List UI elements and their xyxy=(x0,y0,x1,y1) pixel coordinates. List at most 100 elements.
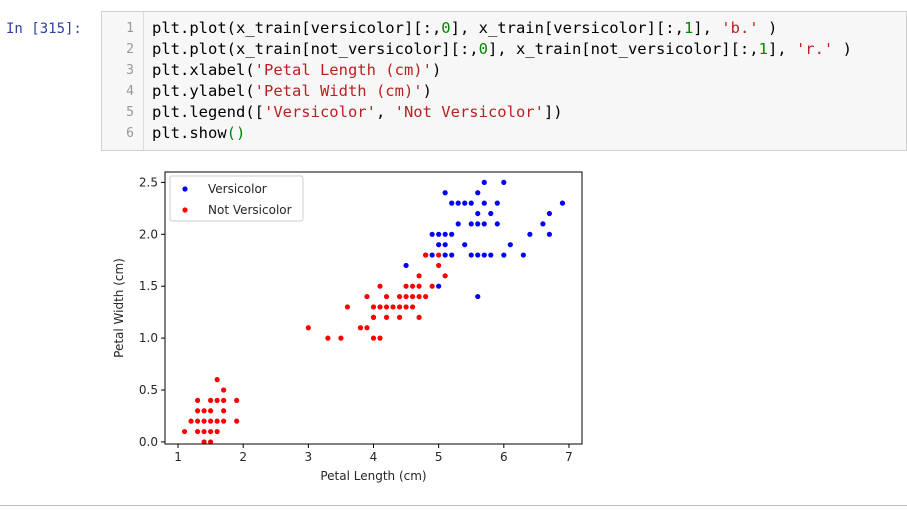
line-number: 1 xyxy=(126,21,134,36)
point-not-versicolor-28 xyxy=(344,304,351,310)
point-versicolor-16 xyxy=(468,221,474,227)
point-versicolor-7 xyxy=(468,200,474,206)
point-not-versicolor-22 xyxy=(214,377,220,383)
point-versicolor-36 xyxy=(546,210,553,217)
line-number: 2 xyxy=(126,42,134,57)
code-token: plt.show xyxy=(152,124,227,142)
x-tick-label: 4 xyxy=(370,450,378,464)
point-not-versicolor-60 xyxy=(442,273,448,279)
code-token: ], xyxy=(693,19,722,37)
code-token: ) xyxy=(431,61,442,79)
code-token: ], x_train[versicolor][:, xyxy=(450,19,684,37)
point-not-versicolor-7 xyxy=(234,418,240,424)
y-axis-ticks: 0.0 0.5 1.0 1.5 2.0 2.5 xyxy=(139,175,165,449)
code-token: plt.plot(x_train[not_versicolor][:, xyxy=(152,40,479,58)
point-not-versicolor-40 xyxy=(403,304,409,310)
point-not-versicolor-10 xyxy=(208,408,214,414)
point-not-versicolor-27 xyxy=(338,335,344,341)
code-line: plt.plot(x_train[not_versicolor][:,0], x… xyxy=(152,39,906,60)
point-versicolor-24 xyxy=(481,179,487,185)
point-versicolor-13 xyxy=(442,252,448,258)
point-versicolor-29 xyxy=(494,221,500,227)
code-editor[interactable]: plt.plot(x_train[versicolor][:,0], x_tra… xyxy=(152,18,906,144)
point-not-versicolor-12 xyxy=(194,397,201,403)
point-not-versicolor-29 xyxy=(357,325,364,331)
x-tick-label: 5 xyxy=(435,450,443,464)
cell-divider xyxy=(0,505,907,506)
point-versicolor-3 xyxy=(449,231,455,237)
point-not-versicolor-23 xyxy=(221,387,227,393)
code-token: plt.ylabel( xyxy=(152,82,255,100)
point-versicolor-32 xyxy=(507,242,513,248)
legend-label-not-versicolor: Not Versicolor xyxy=(208,203,292,217)
point-versicolor-10 xyxy=(455,221,461,227)
point-not-versicolor-47 xyxy=(383,293,390,300)
y-tick-label: 0.0 xyxy=(139,435,158,449)
code-token: 'Petal Width (cm)' xyxy=(254,82,423,100)
point-not-versicolor-46 xyxy=(377,283,383,289)
output-area: 1 2 3 4 5 6 7 0.0 0.5 1.0 1.5 2.0 2.5 Petal Length … xyxy=(106,160,596,495)
point-versicolor-14 xyxy=(449,252,455,258)
point-not-versicolor-2 xyxy=(194,418,201,424)
legend-marker-not-versicolor xyxy=(182,207,188,213)
point-not-versicolor-36 xyxy=(377,304,383,310)
point-not-versicolor-17 xyxy=(201,428,207,435)
point-not-versicolor-11 xyxy=(221,408,227,414)
point-versicolor-31 xyxy=(501,252,507,258)
point-versicolor-0 xyxy=(429,252,435,258)
point-not-versicolor-54 xyxy=(416,283,422,289)
point-not-versicolor-57 xyxy=(416,273,422,279)
point-not-versicolor-25 xyxy=(305,325,311,331)
point-not-versicolor-43 xyxy=(383,314,390,320)
code-token: 'Versicolor' xyxy=(263,103,376,121)
point-versicolor-5 xyxy=(455,200,461,206)
point-versicolor-37 xyxy=(546,231,553,237)
point-not-versicolor-39 xyxy=(396,304,403,310)
point-not-versicolor-58 xyxy=(423,252,429,258)
point-not-versicolor-48 xyxy=(396,293,403,300)
code-token: ) xyxy=(758,19,778,37)
point-versicolor-6 xyxy=(462,200,468,206)
point-versicolor-39 xyxy=(475,293,481,300)
code-token: ) xyxy=(833,40,852,58)
point-not-versicolor-13 xyxy=(208,397,214,403)
point-not-versicolor-61 xyxy=(436,252,442,258)
point-not-versicolor-30 xyxy=(364,325,370,331)
point-versicolor-27 xyxy=(488,252,494,258)
point-versicolor-4 xyxy=(429,231,435,237)
code-token: ], xyxy=(767,40,796,58)
point-versicolor-15 xyxy=(462,242,468,248)
point-not-versicolor-42 xyxy=(370,314,377,320)
point-versicolor-20 xyxy=(475,252,481,258)
point-not-versicolor-35 xyxy=(370,304,377,310)
point-versicolor-28 xyxy=(494,200,500,206)
code-token: ]) xyxy=(543,103,563,121)
point-not-versicolor-44 xyxy=(396,314,403,320)
point-not-versicolor-8 xyxy=(194,408,201,414)
scatter-chart: 1 2 3 4 5 6 7 0.0 0.5 1.0 1.5 2.0 2.5 Petal Length … xyxy=(112,171,583,483)
point-versicolor-34 xyxy=(527,231,533,237)
y-axis-label: Petal Width (cm) xyxy=(112,258,126,358)
point-not-versicolor-9 xyxy=(201,408,207,414)
code-line: plt.legend(['Versicolor', 'Not Versicolo… xyxy=(152,102,906,123)
code-token: 'b.' xyxy=(721,19,759,37)
point-not-versicolor-0 xyxy=(181,428,188,435)
point-versicolor-35 xyxy=(540,221,546,227)
code-token: 1 xyxy=(683,19,694,37)
y-tick-label: 2.0 xyxy=(139,227,158,241)
point-not-versicolor-21 xyxy=(208,439,214,445)
line-number: 3 xyxy=(126,63,134,78)
point-not-versicolor-19 xyxy=(214,428,220,435)
point-not-versicolor-16 xyxy=(234,397,240,403)
point-not-versicolor-5 xyxy=(214,418,220,424)
point-not-versicolor-50 xyxy=(409,293,416,300)
point-versicolor-41 xyxy=(403,262,409,269)
y-tick-label: 2.5 xyxy=(139,175,158,189)
y-tick-label: 1.0 xyxy=(139,331,158,345)
point-not-versicolor-33 xyxy=(377,335,383,341)
point-versicolor-30 xyxy=(501,179,507,185)
point-versicolor-2 xyxy=(442,231,448,237)
code-token: plt.xlabel( xyxy=(152,61,255,79)
point-not-versicolor-56 xyxy=(429,283,435,289)
